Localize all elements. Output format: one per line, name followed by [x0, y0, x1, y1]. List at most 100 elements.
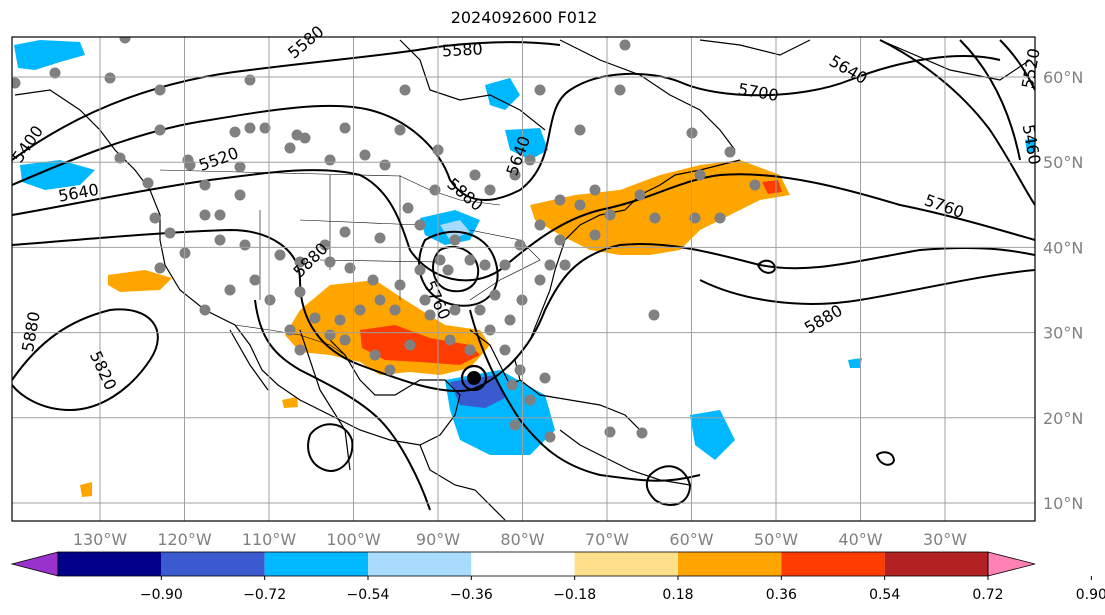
contour-label: 5880 — [801, 301, 846, 338]
station-dot — [389, 304, 401, 316]
negative-region-greatlakes-light — [440, 220, 470, 240]
station-dot — [499, 344, 511, 356]
contour-label: 5580 — [442, 39, 484, 60]
colorbar-tick-label: −0.36 — [450, 587, 493, 603]
positive-region-northeast-strong — [762, 180, 782, 194]
longitude-tick-label: 100°W — [326, 530, 381, 549]
station-dot — [449, 304, 461, 316]
station-dot — [689, 212, 701, 224]
station-dot — [614, 84, 626, 96]
station-dot — [164, 227, 176, 239]
longitude-tick-label: 80°W — [500, 530, 544, 549]
contour-label: 5520 — [196, 143, 241, 175]
station-dot — [504, 314, 516, 326]
station-dot — [149, 212, 161, 224]
coastlines — [14, 39, 1031, 521]
station-dot — [499, 259, 511, 271]
colorbar-segment — [574, 552, 678, 576]
station-dot — [648, 309, 660, 321]
station-dot — [399, 84, 411, 96]
station-dot — [429, 184, 441, 196]
station-dot — [649, 212, 661, 224]
station-dot — [12, 77, 21, 89]
station-dot — [434, 254, 446, 266]
station-dot — [199, 179, 211, 191]
contour-label: 5400 — [8, 122, 47, 166]
latitude-tick-label: 20°N — [1043, 409, 1083, 428]
station-dot — [367, 274, 379, 286]
station-dot — [534, 274, 546, 286]
station-dot — [324, 154, 336, 166]
station-dot — [554, 234, 566, 246]
station-dot — [224, 284, 236, 296]
latitude-tick-label: 50°N — [1043, 153, 1083, 172]
station-dot — [294, 286, 306, 298]
longitude-tick-label: 110°W — [242, 530, 297, 549]
station-dot — [524, 154, 536, 166]
station-dot — [509, 169, 521, 181]
station-dot — [274, 249, 286, 261]
station-dot — [479, 259, 491, 271]
contour-label: 5700 — [737, 79, 780, 105]
station-dot — [284, 324, 296, 336]
longitude-tick-label: 70°W — [585, 530, 629, 549]
latitude-tick-labels: 10°N 20°N 30°N 40°N 50°N 60°N — [1043, 68, 1083, 513]
station-dot — [484, 324, 496, 336]
contour-label: 5580 — [284, 22, 327, 63]
station-dot — [489, 289, 501, 301]
station-dot — [244, 74, 256, 86]
negative-region-quebec — [505, 128, 548, 160]
station-dot — [444, 334, 456, 346]
station-dot — [49, 67, 61, 79]
colorbar-segment — [884, 552, 988, 576]
station-dot — [374, 294, 386, 306]
colorbar-tick-label: 0.18 — [662, 587, 693, 603]
colorbar-outline — [57, 551, 989, 577]
station-dot — [154, 84, 166, 96]
station-dot — [394, 124, 406, 136]
station-dot — [379, 159, 391, 171]
contour-label: 5460 — [1019, 123, 1045, 166]
station-dot — [589, 229, 601, 241]
station-dot — [309, 312, 321, 324]
station-dot — [474, 304, 486, 316]
map-title: 2024092600 F012 — [450, 8, 598, 27]
station-dot — [514, 239, 526, 251]
longitude-tick-label: 40°W — [838, 530, 882, 549]
station-dot — [324, 329, 336, 341]
station-dot — [749, 179, 761, 191]
station-dot — [424, 309, 436, 321]
positive-region-pacific-small — [282, 397, 298, 408]
station-dot — [514, 364, 526, 376]
station-dot — [239, 239, 251, 251]
station-dot — [464, 254, 476, 266]
colorbar-segment — [471, 552, 575, 576]
station-dot — [574, 199, 586, 211]
map-frame — [11, 36, 1036, 522]
positive-region-mexico-gulf-strong — [360, 325, 480, 365]
colorbar-tick-label: −0.18 — [553, 587, 596, 603]
station-dot — [294, 344, 306, 356]
colorbar-high-extend — [987, 551, 1036, 577]
positive-region-pacific — [108, 270, 172, 292]
longitude-tick-label: 120°W — [157, 530, 212, 549]
station-dot — [544, 431, 556, 443]
colorbar-segment — [58, 552, 162, 576]
station-dot — [634, 189, 646, 201]
station-dot — [294, 256, 306, 268]
station-dot — [284, 142, 296, 154]
longitude-tick-label: 60°W — [669, 530, 713, 549]
station-dot — [509, 419, 521, 431]
station-dot — [199, 209, 211, 221]
contour-label: 5760 — [922, 190, 967, 222]
station-dot — [339, 122, 351, 134]
station-dot — [104, 72, 116, 84]
station-dot — [369, 349, 381, 361]
colorbar-tick-labels: −0.90 −0.72 −0.54 −0.36 −0.18 0.18 0.36 0.54 0.7… — [140, 576, 1105, 603]
station-dot — [449, 234, 461, 246]
station-dot — [229, 126, 241, 138]
station-dot — [114, 152, 126, 164]
station-dot — [524, 394, 536, 406]
station-dot — [142, 177, 154, 189]
